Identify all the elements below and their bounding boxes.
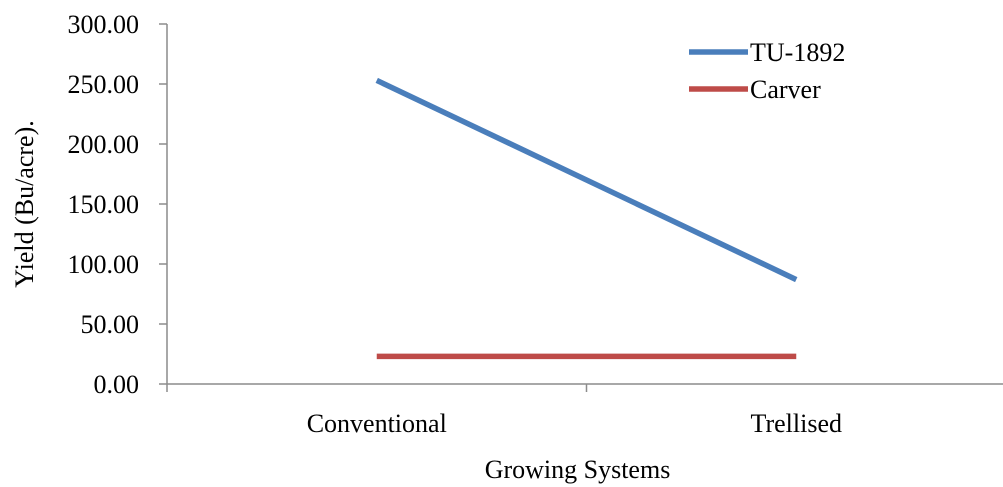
y-tick-label: 0.00 — [94, 370, 140, 399]
axes — [166, 24, 1003, 385]
series-lines — [375, 77, 798, 360]
y-tick-label: 50.00 — [81, 310, 140, 339]
y-axis-title: Yield (Bu/acre). — [10, 120, 39, 288]
y-tick-label: 100.00 — [68, 250, 140, 279]
legend: TU-1892 Carver — [689, 38, 845, 104]
x-axis-title: Growing Systems — [485, 455, 671, 484]
x-ticks: Conventional Trellised — [166, 384, 843, 438]
legend-label: TU-1892 — [750, 38, 845, 67]
series-line — [375, 77, 798, 283]
x-tick-label: Trellised — [751, 409, 843, 438]
legend-label: Carver — [750, 75, 821, 104]
y-tick-label: 200.00 — [68, 130, 140, 159]
y-tick-label: 250.00 — [68, 70, 140, 99]
y-tick-label: 150.00 — [68, 190, 140, 219]
x-tick-label: Conventional — [307, 409, 447, 438]
y-tick-label: 300.00 — [68, 10, 140, 39]
y-ticks: 0.00 50.00 100.00 150.00 200.00 250.00 300.00 — [68, 10, 167, 399]
